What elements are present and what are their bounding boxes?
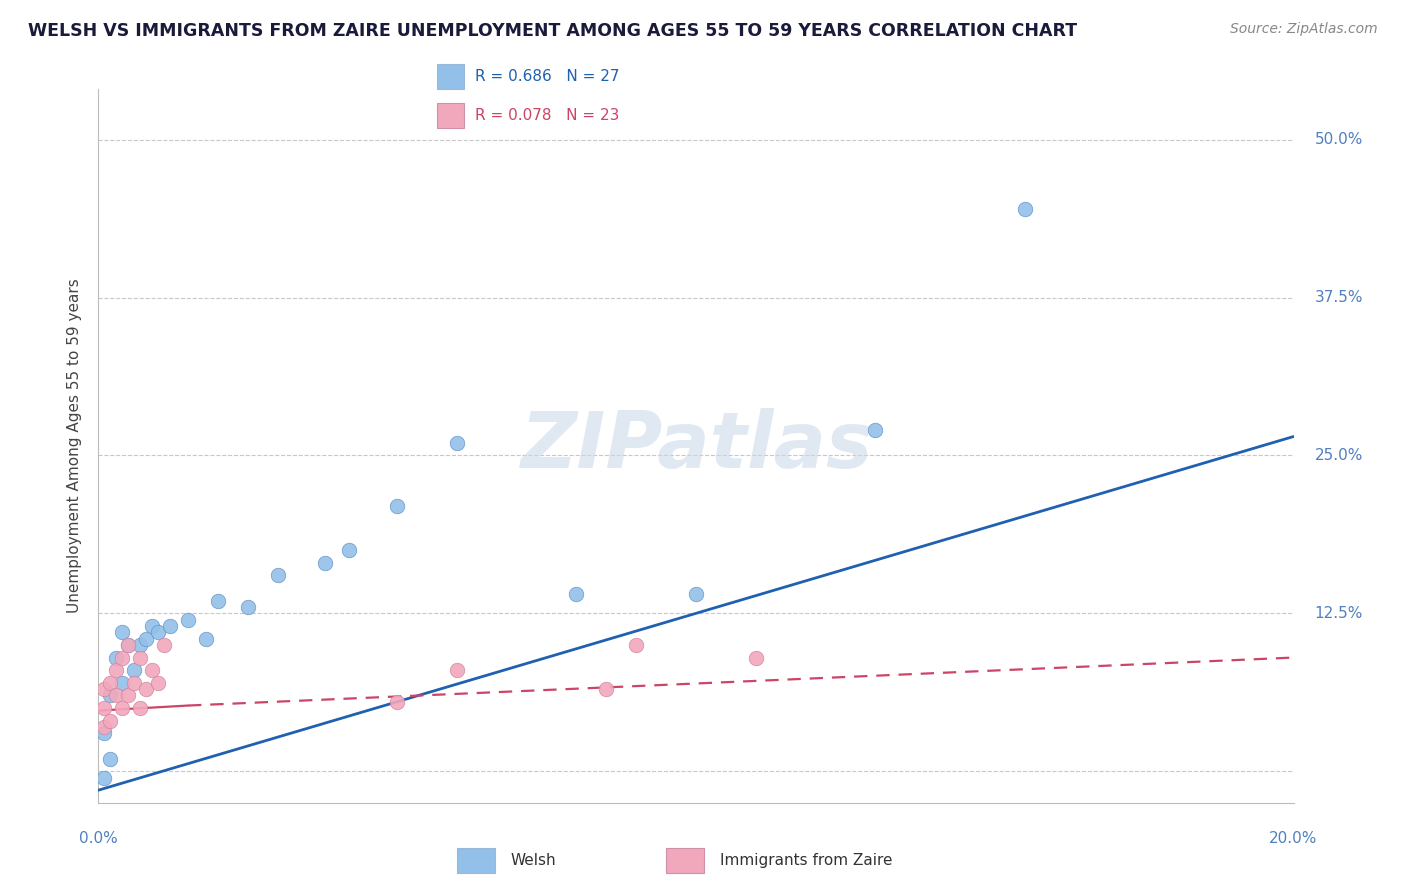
Text: 12.5%: 12.5%: [1315, 606, 1362, 621]
Point: [745, 650, 768, 665]
Point: [148, 625, 170, 640]
Point: [385, 695, 409, 709]
Y-axis label: Unemployment Among Ages 55 to 59 years: Unemployment Among Ages 55 to 59 years: [67, 278, 83, 614]
Point: [159, 619, 181, 633]
Text: 50.0%: 50.0%: [1315, 132, 1362, 147]
FancyBboxPatch shape: [437, 103, 464, 128]
Point: [124, 675, 146, 690]
FancyBboxPatch shape: [457, 848, 495, 873]
Point: [339, 543, 360, 558]
Point: [98, 675, 122, 690]
Point: [194, 632, 218, 646]
Point: [117, 638, 139, 652]
Point: [111, 625, 134, 640]
Text: ZIPatlas: ZIPatlas: [520, 408, 872, 484]
Point: [129, 701, 152, 715]
Point: [685, 587, 707, 601]
Text: R = 0.078   N = 23: R = 0.078 N = 23: [475, 108, 620, 123]
Point: [446, 663, 468, 677]
Text: 25.0%: 25.0%: [1315, 448, 1362, 463]
Point: [1014, 202, 1036, 217]
Point: [315, 556, 337, 570]
Point: [98, 751, 122, 765]
Point: [865, 423, 887, 437]
Point: [385, 499, 409, 513]
Point: [153, 638, 176, 652]
Point: [105, 650, 128, 665]
Point: [93, 682, 115, 697]
Point: [267, 568, 290, 582]
Point: [93, 701, 115, 715]
Point: [111, 701, 134, 715]
Point: [446, 435, 468, 450]
Point: [129, 650, 152, 665]
Point: [117, 638, 139, 652]
Text: Source: ZipAtlas.com: Source: ZipAtlas.com: [1230, 22, 1378, 37]
Point: [124, 663, 146, 677]
Point: [93, 726, 115, 740]
Point: [135, 682, 157, 697]
Point: [148, 675, 170, 690]
Point: [565, 587, 588, 601]
Text: 0.0%: 0.0%: [79, 831, 118, 846]
Point: [141, 619, 163, 633]
Point: [207, 593, 229, 607]
Text: WELSH VS IMMIGRANTS FROM ZAIRE UNEMPLOYMENT AMONG AGES 55 TO 59 YEARS CORRELATIO: WELSH VS IMMIGRANTS FROM ZAIRE UNEMPLOYM…: [28, 22, 1077, 40]
Text: Welsh: Welsh: [510, 854, 557, 868]
Point: [105, 663, 128, 677]
FancyBboxPatch shape: [666, 848, 704, 873]
Point: [105, 689, 128, 703]
Point: [117, 689, 139, 703]
FancyBboxPatch shape: [437, 63, 464, 89]
Point: [98, 714, 122, 728]
Point: [98, 689, 122, 703]
Point: [177, 613, 200, 627]
Text: R = 0.686   N = 27: R = 0.686 N = 27: [475, 69, 620, 84]
Point: [93, 720, 115, 734]
Text: 37.5%: 37.5%: [1315, 290, 1362, 305]
Point: [111, 650, 134, 665]
Text: Immigrants from Zaire: Immigrants from Zaire: [720, 854, 891, 868]
Point: [93, 771, 115, 785]
Point: [111, 675, 134, 690]
Point: [135, 632, 157, 646]
Point: [595, 682, 617, 697]
Text: 20.0%: 20.0%: [1270, 831, 1317, 846]
Point: [624, 638, 647, 652]
Point: [236, 600, 259, 615]
Point: [129, 638, 152, 652]
Point: [141, 663, 163, 677]
